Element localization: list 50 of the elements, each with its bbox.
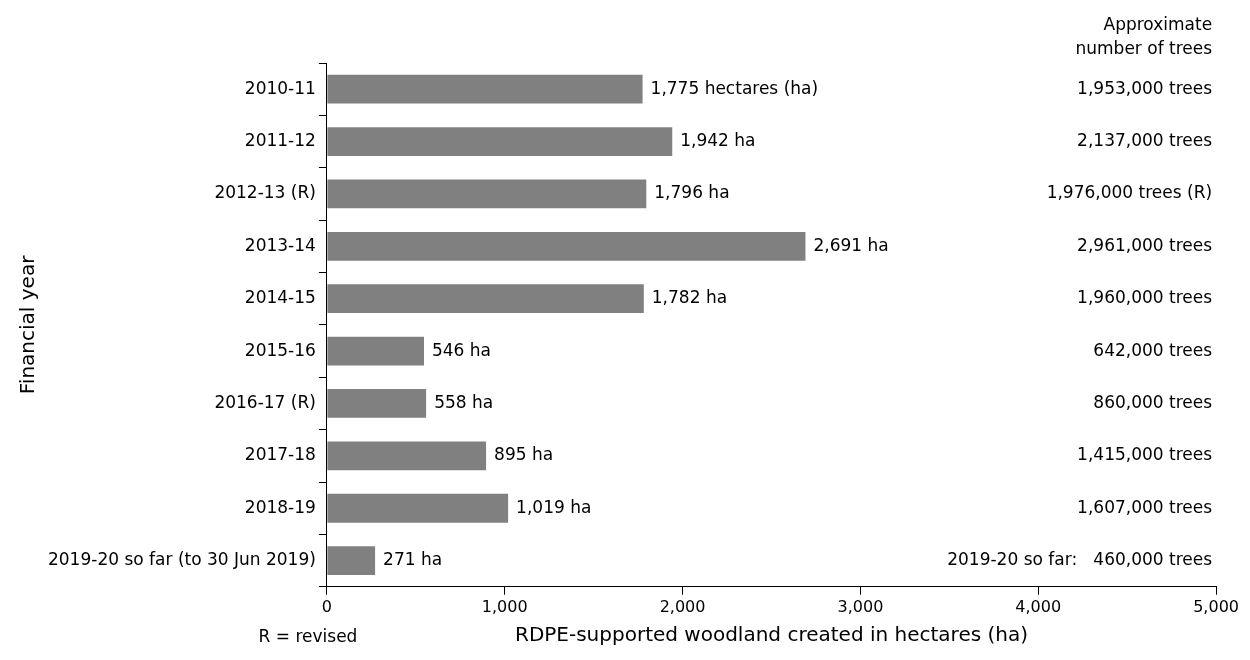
bar <box>327 179 647 209</box>
annotation: 1,953,000 trees <box>1077 77 1213 98</box>
x-axis-title: RDPE-supported woodland created in hectares (ha) <box>514 622 1029 647</box>
y-axis-title: Financial year <box>15 254 40 395</box>
annotation: 1,415,000 trees <box>1077 444 1213 465</box>
data-label: 1,019 ha <box>516 496 592 517</box>
bar <box>327 389 427 418</box>
bar <box>327 284 644 314</box>
annotation: 2,137,000 trees <box>1077 129 1213 150</box>
bar <box>327 441 487 471</box>
annotation: 1,976,000 trees (R) <box>1046 182 1213 203</box>
y-tick-label: 2016-17 (R) <box>214 391 316 412</box>
annotation: 1,607,000 trees <box>1077 496 1213 517</box>
x-tick-label: 2,000 <box>659 596 706 616</box>
annotation: 2,961,000 trees <box>1077 234 1213 255</box>
bar <box>327 231 806 261</box>
x-tick-label: 5,000 <box>1193 596 1239 616</box>
data-label: 1,942 ha <box>680 129 756 150</box>
data-label: 1,775 hectares (ha) <box>650 77 819 98</box>
x-tick-label: 4,000 <box>1015 596 1062 616</box>
y-tick-label: 2014-15 <box>244 287 316 308</box>
y-tick-label: 2015-16 <box>244 339 316 360</box>
x-tick-label: 1,000 <box>481 596 528 616</box>
data-label: 558 ha <box>434 391 494 412</box>
data-label: 2,691 ha <box>813 234 889 255</box>
annotation: 2019-20 so far: 460,000 trees <box>947 549 1213 570</box>
data-label: 1,782 ha <box>651 287 728 308</box>
data-label: 546 ha <box>431 339 492 360</box>
bar <box>327 546 376 576</box>
bar <box>327 74 643 104</box>
data-label: 895 ha <box>494 444 554 465</box>
y-tick-label: 2013-14 <box>244 234 316 255</box>
bar <box>327 336 424 366</box>
x-tick-label: 3,000 <box>837 596 884 616</box>
y-tick-label: 2012-13 (R) <box>214 182 316 203</box>
annotation: 642,000 trees <box>1093 339 1213 360</box>
y-tick-label: 2018-19 <box>244 496 316 517</box>
annotation: 860,000 trees <box>1093 391 1213 412</box>
bar <box>327 127 673 156</box>
y-tick-label: 2011-12 <box>244 129 316 150</box>
text: Approximate number of trees <box>1075 14 1213 59</box>
annotation: 1,960,000 trees <box>1077 287 1213 308</box>
data-label: 1,796 ha <box>654 182 730 203</box>
text: R = revised <box>258 626 358 647</box>
y-tick-label: 2017-18 <box>244 444 316 465</box>
x-tick-label: 0 <box>321 596 332 616</box>
y-tick-label: 2019-20 so far (to 30 Jun 2019) <box>47 549 316 570</box>
data-label: 271 ha <box>383 549 443 570</box>
bar <box>327 493 509 523</box>
y-tick-label: 2010-11 <box>244 77 316 98</box>
